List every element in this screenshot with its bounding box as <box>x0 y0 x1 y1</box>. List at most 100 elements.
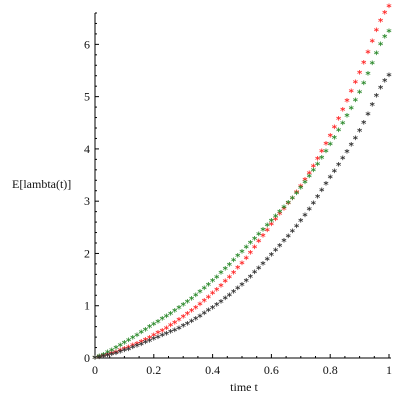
data-point: * <box>336 115 342 126</box>
x-tick-label: 0.2 <box>146 363 161 377</box>
data-point: * <box>218 298 224 309</box>
data-point: * <box>193 315 199 326</box>
data-point: * <box>277 242 283 253</box>
data-point: * <box>206 281 212 292</box>
data-point: * <box>172 307 178 318</box>
data-point: * <box>189 307 195 318</box>
data-point: * <box>214 286 220 297</box>
data-point: * <box>374 27 380 38</box>
data-point: * <box>244 277 250 288</box>
data-point: * <box>139 329 145 340</box>
data-point: * <box>311 162 317 173</box>
data-point: * <box>365 48 371 59</box>
data-point: * <box>386 27 392 38</box>
series-layer: ****************************************… <box>92 3 392 365</box>
series-2: ****************************************… <box>92 27 392 365</box>
data-point: * <box>302 176 308 187</box>
data-point: * <box>260 232 266 243</box>
data-point: * <box>223 295 229 306</box>
data-point: * <box>176 324 182 335</box>
x-tick-label: 0.8 <box>323 363 338 377</box>
data-point: * <box>307 173 313 184</box>
data-point: * <box>130 334 136 345</box>
data-point: * <box>374 92 380 103</box>
data-point: * <box>260 260 266 271</box>
data-point: * <box>181 313 187 324</box>
data-point: * <box>311 167 317 178</box>
data-point: * <box>269 217 275 228</box>
data-point: * <box>97 353 103 364</box>
data-point: * <box>365 70 371 81</box>
data-point: * <box>378 17 384 28</box>
data-point: * <box>315 193 321 204</box>
data-point: * <box>176 316 182 327</box>
data-point: * <box>101 353 107 364</box>
data-point: * <box>97 353 103 364</box>
data-point: * <box>332 124 338 135</box>
data-point: * <box>252 269 258 280</box>
data-point: * <box>386 72 392 83</box>
data-point: * <box>126 336 132 347</box>
data-point: * <box>239 259 245 270</box>
data-point: * <box>319 187 325 198</box>
data-point: * <box>281 237 287 248</box>
data-point: * <box>109 346 115 357</box>
data-point: * <box>277 210 283 221</box>
data-point: * <box>185 320 191 331</box>
axes-layer <box>94 13 391 359</box>
data-point: * <box>143 336 149 347</box>
data-point: * <box>315 160 321 171</box>
data-point: * <box>160 327 166 338</box>
data-point: * <box>109 350 115 361</box>
data-point: * <box>307 205 313 216</box>
data-point: * <box>122 347 128 358</box>
data-point: * <box>323 147 329 158</box>
data-point: * <box>202 297 208 308</box>
data-point: * <box>92 354 98 365</box>
data-point: * <box>269 251 275 262</box>
series-3: ****************************************… <box>92 72 392 365</box>
data-point: * <box>265 256 271 267</box>
data-point: * <box>118 347 124 358</box>
data-point: * <box>109 350 115 361</box>
y-tick-label: 3 <box>84 194 90 208</box>
x-axis-label: time t <box>230 380 258 394</box>
data-point: * <box>332 167 338 178</box>
data-point: * <box>344 112 350 123</box>
data-point: * <box>197 312 203 323</box>
data-point: * <box>139 340 145 351</box>
data-point: * <box>302 179 308 190</box>
data-point: * <box>239 281 245 292</box>
data-point: * <box>126 345 132 356</box>
x-tick-label: 0.6 <box>264 363 279 377</box>
data-point: * <box>118 341 124 352</box>
series-1: ****************************************… <box>92 3 392 365</box>
data-point: * <box>122 339 128 350</box>
y-tick-label: 5 <box>84 90 90 104</box>
data-point: * <box>248 249 254 260</box>
data-point: * <box>223 265 229 276</box>
y-tick-label: 1 <box>84 299 90 313</box>
data-point: * <box>323 180 329 191</box>
data-point: * <box>294 222 300 233</box>
data-point: * <box>227 273 233 284</box>
data-point: * <box>235 285 241 296</box>
data-point: * <box>193 292 199 303</box>
data-point: * <box>231 269 237 280</box>
data-point: * <box>340 119 346 130</box>
data-point: * <box>319 148 325 159</box>
data-point: * <box>223 278 229 289</box>
data-point: * <box>218 282 224 293</box>
data-point: * <box>134 340 140 351</box>
data-point: * <box>265 222 271 233</box>
data-point: * <box>361 59 367 70</box>
data-point: * <box>382 77 388 88</box>
data-point: * <box>168 328 174 339</box>
data-point: * <box>130 342 136 353</box>
data-point: * <box>151 321 157 332</box>
data-point: * <box>218 269 224 280</box>
data-point: * <box>126 343 132 354</box>
data-point: * <box>105 351 111 362</box>
y-tick-label: 6 <box>84 37 90 51</box>
